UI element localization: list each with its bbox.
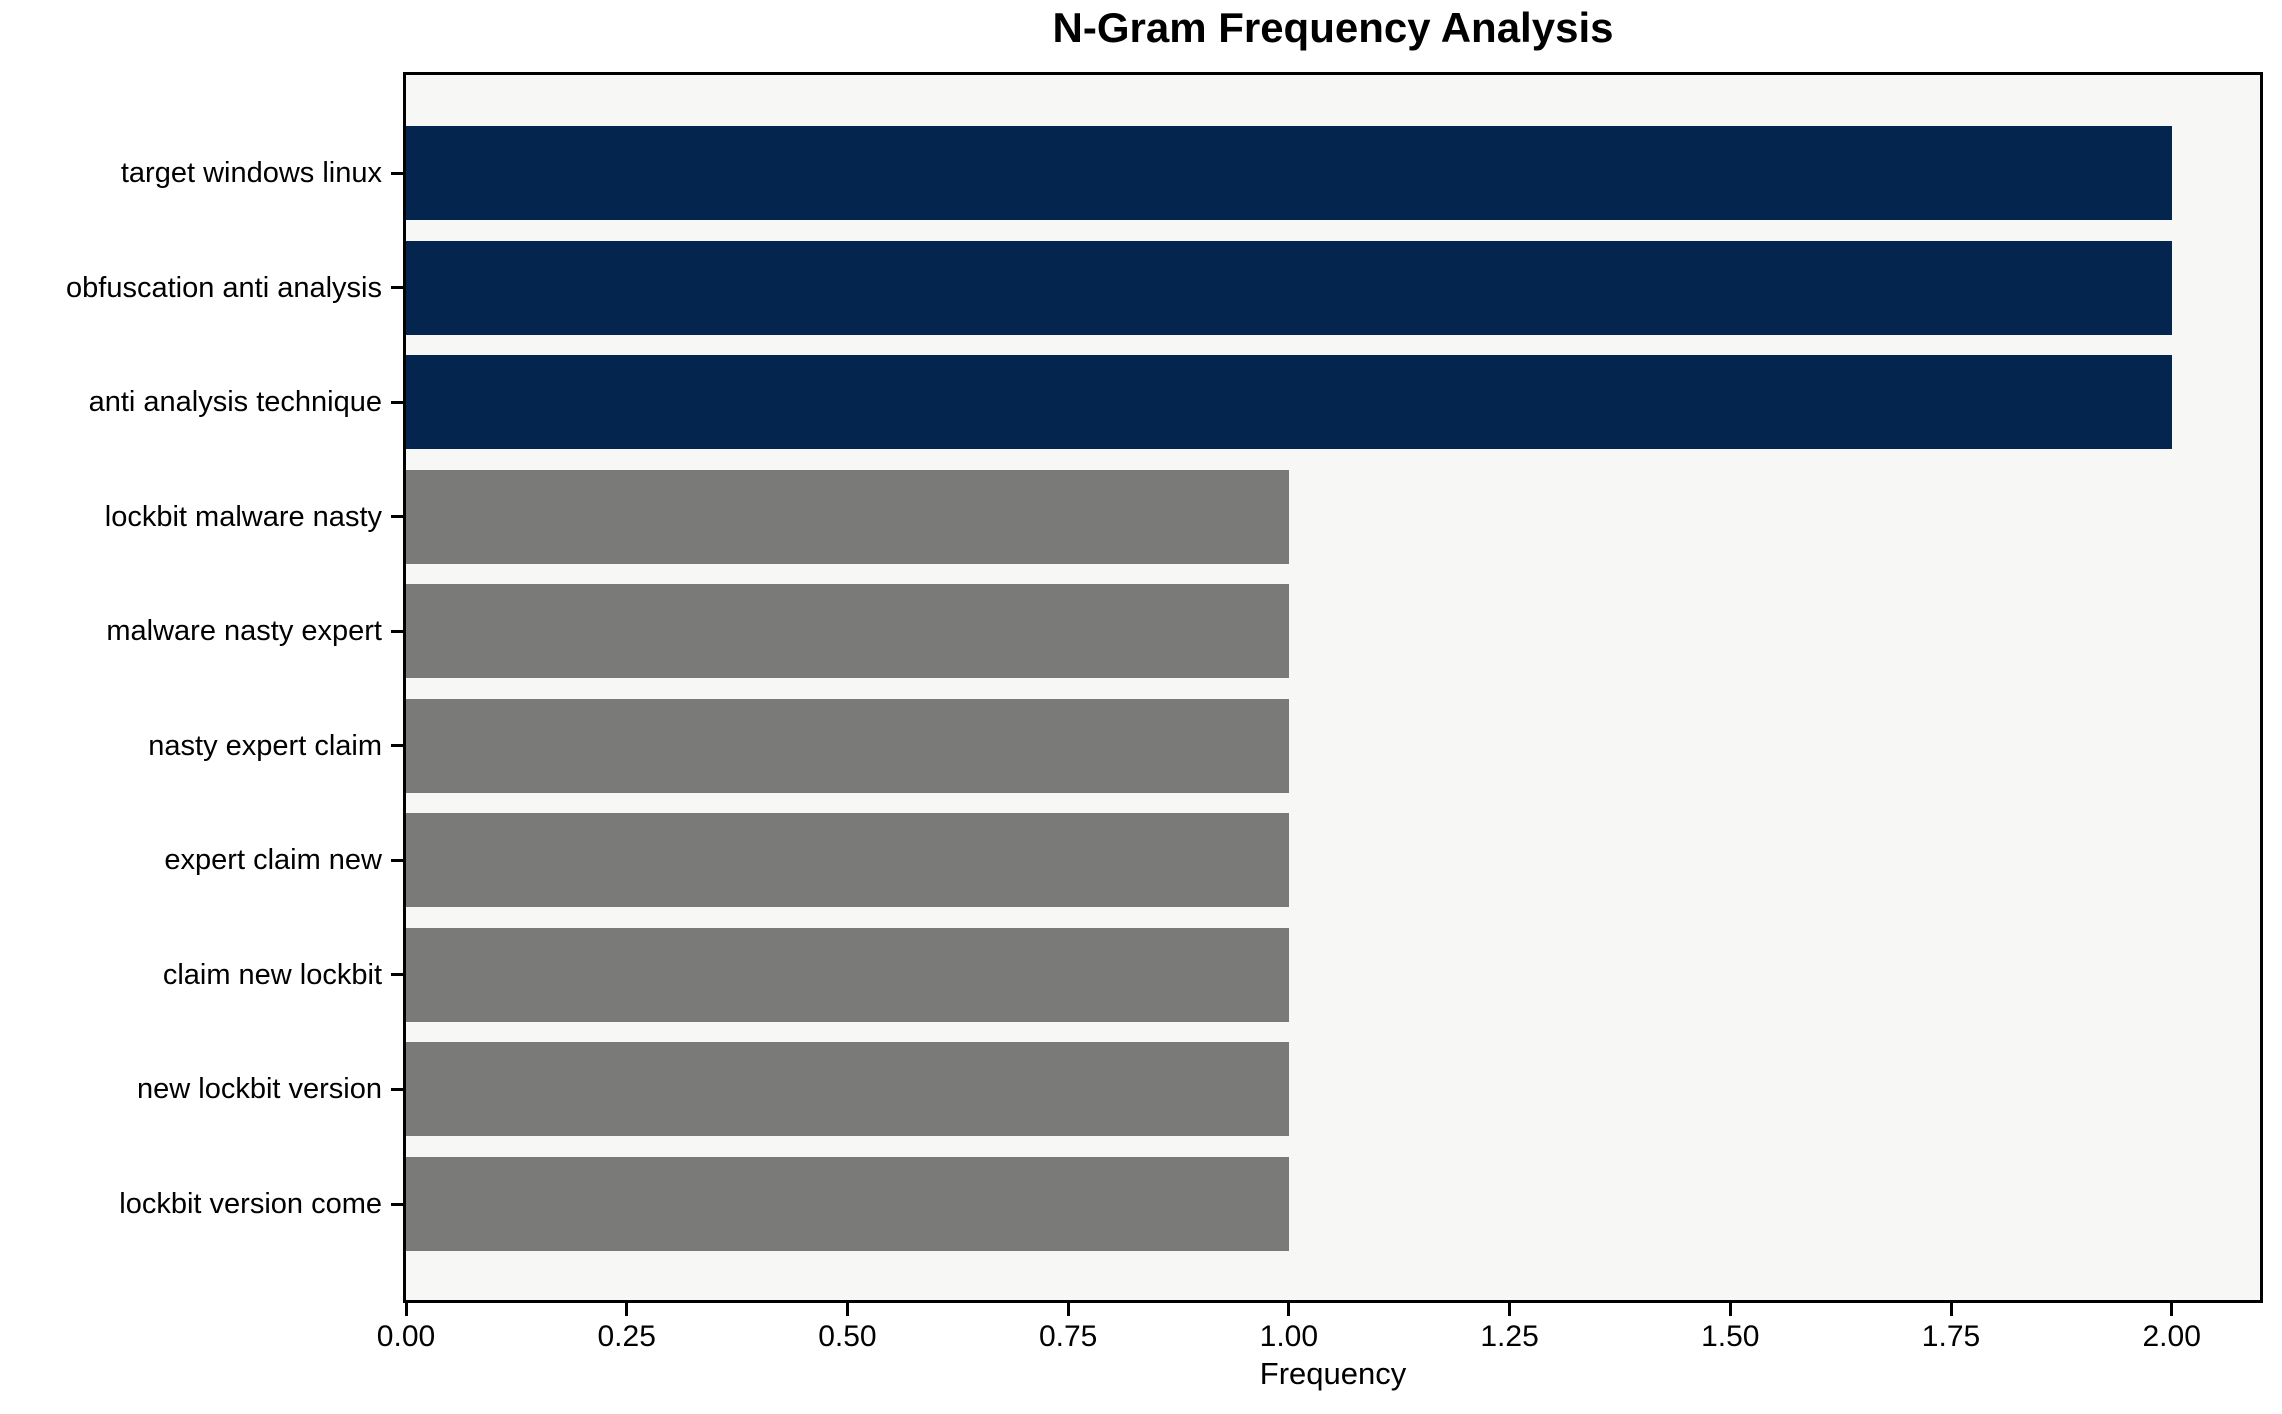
- x-axis-label: Frequency: [1259, 1356, 1407, 1391]
- x-tick-label: 0.25: [597, 1320, 656, 1353]
- y-tick-mark: [391, 744, 403, 748]
- x-tick-mark: [1287, 1303, 1291, 1316]
- bar-claim-new-lockbit: [406, 927, 1289, 1022]
- x-tick-label: 0.00: [376, 1320, 436, 1353]
- bar-nasty-expert-claim: [406, 698, 1289, 793]
- y-tick-mark: [391, 1087, 403, 1091]
- x-tick-mark: [625, 1303, 629, 1316]
- bar-expert-claim-new: [406, 813, 1289, 908]
- bar-lockbit-version-come: [406, 1157, 1289, 1252]
- y-tick-label: anti analysis technique: [88, 386, 382, 419]
- x-tick-mark: [1066, 1303, 1070, 1316]
- y-tick-label: new lockbit version: [137, 1073, 382, 1106]
- bar-malware-nasty-expert: [406, 584, 1289, 679]
- x-tick-label: 1.50: [1701, 1320, 1760, 1353]
- y-tick-mark: [391, 973, 403, 977]
- x-tick-mark: [1508, 1303, 1512, 1316]
- y-tick-mark: [391, 1202, 403, 1206]
- y-tick-label: nasty expert claim: [148, 729, 382, 762]
- y-tick-label: obfuscation anti analysis: [66, 271, 382, 304]
- y-tick-mark: [391, 400, 403, 404]
- bar-anti-analysis-technique: [406, 355, 2172, 450]
- chart-title: N-Gram Frequency Analysis: [1052, 4, 1614, 51]
- x-tick-mark: [2170, 1303, 2174, 1316]
- bar-obfuscation-anti-analysis: [406, 240, 2172, 335]
- bar-target-windows-linux: [406, 126, 2172, 220]
- y-tick-label: expert claim new: [164, 844, 382, 877]
- y-tick-label: target windows linux: [120, 157, 382, 189]
- y-tick-label: lockbit malware nasty: [104, 500, 382, 533]
- y-tick-label: lockbit version come: [119, 1188, 382, 1221]
- y-tick-label: malware nasty expert: [106, 615, 382, 648]
- y-tick-label: claim new lockbit: [162, 958, 382, 991]
- x-tick-mark: [404, 1303, 408, 1316]
- y-tick-mark: [391, 629, 403, 633]
- x-tick-mark: [845, 1303, 849, 1316]
- y-tick-mark: [391, 286, 403, 290]
- x-tick-label: 1.00: [1259, 1320, 1319, 1353]
- x-tick-mark: [1728, 1303, 1732, 1316]
- x-tick-label: 1.75: [1921, 1320, 1981, 1353]
- x-tick-label: 1.25: [1480, 1320, 1539, 1353]
- y-tick-mark: [391, 171, 403, 175]
- x-tick-mark: [1949, 1303, 1953, 1316]
- x-tick-label: 2.00: [2142, 1320, 2201, 1353]
- bar-new-lockbit-version: [406, 1042, 1289, 1137]
- plot-area: [403, 72, 2263, 1303]
- y-tick-mark: [391, 858, 403, 862]
- y-tick-mark: [391, 515, 403, 519]
- x-tick-label: 0.75: [1038, 1320, 1098, 1353]
- x-tick-label: 0.50: [818, 1320, 877, 1353]
- bar-lockbit-malware-nasty: [406, 469, 1289, 564]
